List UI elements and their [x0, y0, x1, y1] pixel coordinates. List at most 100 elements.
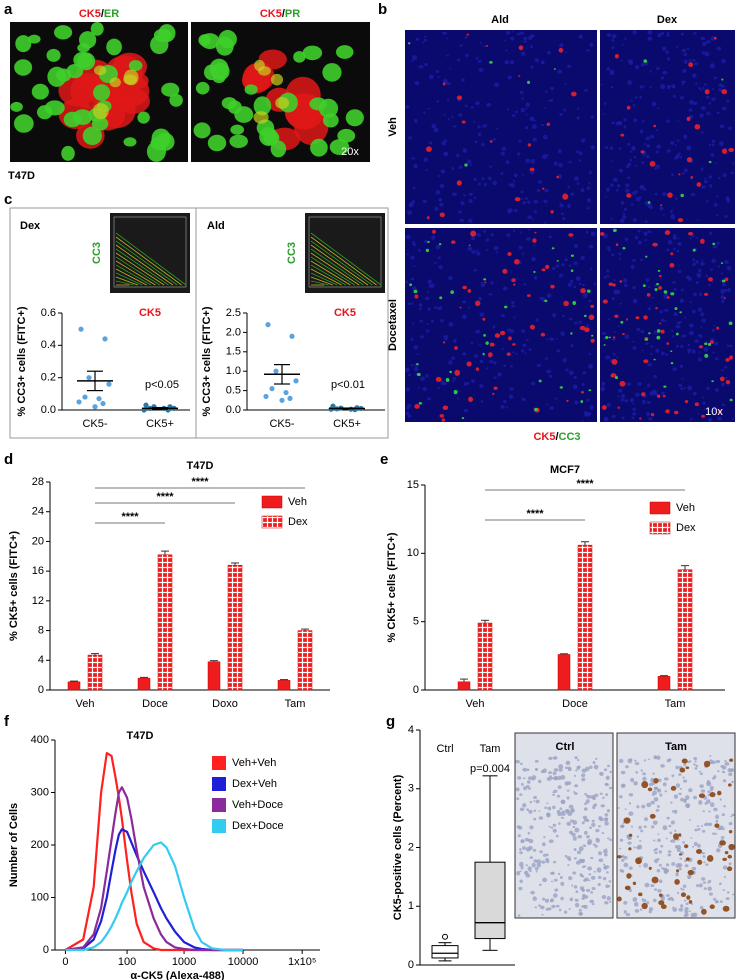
cell [656, 329, 661, 333]
cell [582, 371, 587, 375]
cell [635, 316, 640, 320]
cell [692, 258, 696, 262]
cell [721, 382, 725, 387]
cell [673, 287, 677, 291]
cell [547, 814, 550, 818]
cell [492, 325, 496, 329]
cell [405, 387, 410, 392]
cell [532, 137, 537, 142]
cell [464, 104, 468, 107]
significance-label: **** [576, 478, 594, 490]
cell [708, 175, 713, 179]
cell [709, 754, 712, 758]
cell [726, 99, 730, 103]
cell [530, 45, 534, 49]
bar [207, 661, 221, 691]
error-bar [481, 619, 489, 624]
cell [722, 282, 726, 287]
cell [483, 334, 486, 337]
cell [659, 310, 664, 314]
cell [645, 136, 650, 141]
cell [679, 96, 685, 100]
cell [14, 59, 33, 76]
cell [456, 180, 462, 186]
cell [703, 408, 706, 411]
cell [707, 886, 712, 891]
cell [528, 838, 534, 844]
cell [423, 111, 426, 114]
cell [647, 202, 653, 209]
cell [689, 100, 694, 105]
cell [632, 402, 635, 405]
cell [662, 46, 667, 51]
cell [549, 775, 553, 779]
cell [568, 907, 571, 911]
cell [620, 59, 623, 62]
cell [588, 873, 592, 876]
cell [577, 759, 580, 762]
cell [625, 912, 631, 917]
cell [680, 32, 685, 36]
cell [153, 28, 172, 43]
cell [558, 908, 562, 912]
y-axis-label: % CK5+ cells (FITC+) [386, 532, 398, 642]
cell [442, 31, 447, 35]
cell [708, 810, 711, 813]
cell [501, 347, 504, 350]
cell [483, 278, 487, 281]
cell [589, 405, 594, 410]
cell [529, 800, 533, 804]
cell [730, 815, 733, 818]
cell [594, 845, 598, 848]
cell [427, 107, 430, 110]
cell [588, 314, 595, 321]
event-trace [115, 276, 139, 286]
cell [587, 49, 591, 52]
data-point [289, 333, 295, 339]
cell [601, 405, 607, 411]
cell [716, 326, 720, 330]
cell [611, 46, 615, 49]
cell [572, 384, 578, 390]
cell [600, 386, 606, 392]
cell [453, 339, 457, 344]
error-bar [681, 565, 689, 570]
cell [721, 813, 725, 817]
cell [655, 348, 660, 353]
cell [711, 88, 715, 90]
cell [643, 825, 647, 828]
cell [678, 152, 681, 156]
cell [728, 862, 732, 866]
cell [620, 770, 626, 775]
cell [412, 243, 417, 247]
cell [728, 147, 735, 152]
cell [542, 877, 548, 883]
cell [697, 843, 701, 848]
inset-frame [113, 216, 187, 288]
cell [599, 771, 604, 776]
cell [722, 905, 730, 912]
cell [717, 416, 723, 421]
cell [605, 848, 608, 851]
cell [592, 761, 596, 765]
cell [645, 144, 651, 148]
cell [603, 344, 606, 346]
cell [723, 875, 727, 878]
cell [681, 758, 688, 764]
cell [574, 792, 578, 795]
cell [718, 882, 722, 886]
cell [416, 352, 419, 355]
y-tick-label: 2 [408, 841, 414, 853]
cell [580, 390, 584, 394]
cell [666, 31, 669, 35]
cell [720, 836, 725, 839]
cell [628, 793, 634, 797]
stain-title: CK5/PR [260, 8, 300, 20]
cell [618, 147, 622, 150]
cell [412, 241, 416, 244]
cell [653, 797, 659, 802]
cell [592, 843, 596, 846]
cell [528, 348, 532, 351]
cell [468, 199, 473, 204]
cell [574, 321, 578, 325]
